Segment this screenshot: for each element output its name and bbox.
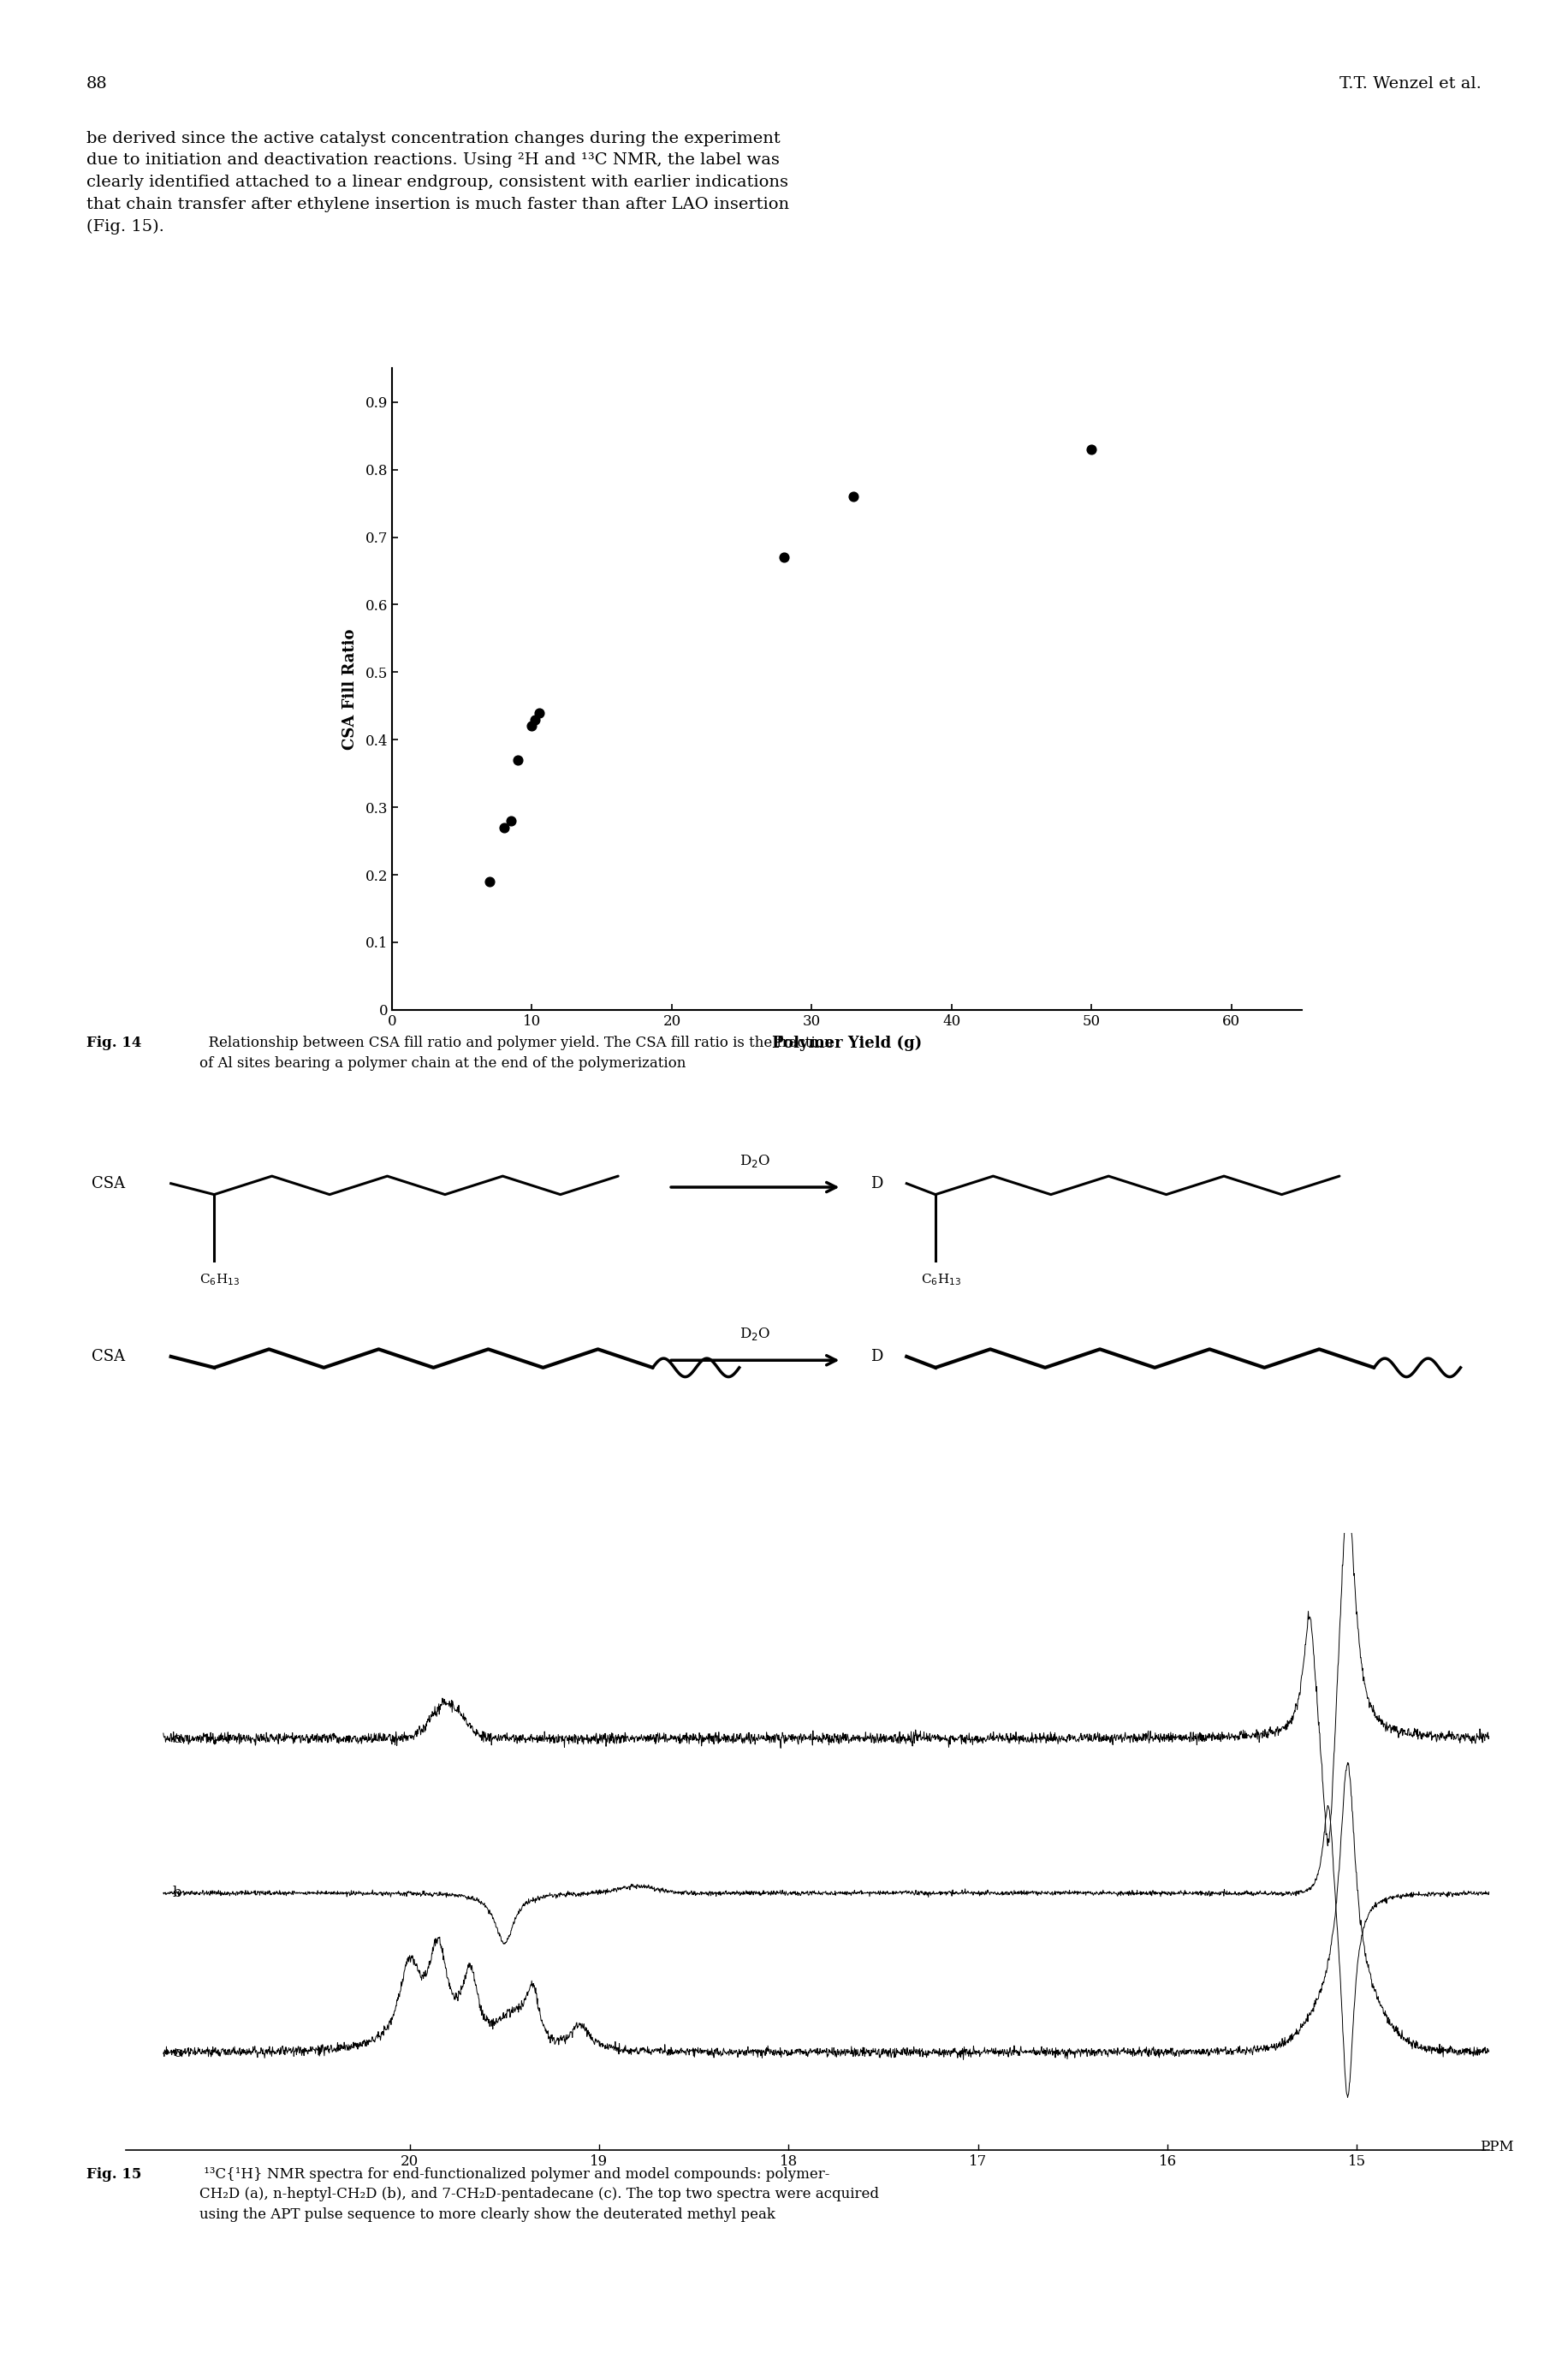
Point xyxy=(771,539,797,577)
Point xyxy=(519,708,544,746)
Text: PPM: PPM xyxy=(1480,2141,1515,2155)
Text: be derived since the active catalyst concentration changes during the experiment: be derived since the active catalyst con… xyxy=(86,131,789,235)
Point xyxy=(499,801,524,839)
X-axis label: Polymer Yield (g): Polymer Yield (g) xyxy=(771,1036,922,1050)
Text: c: c xyxy=(172,2046,180,2060)
Text: b: b xyxy=(172,1887,182,1901)
Text: 88: 88 xyxy=(86,76,108,90)
Text: Relationship between CSA fill ratio and polymer yield. The CSA fill ratio is the: Relationship between CSA fill ratio and … xyxy=(199,1036,833,1072)
Text: C$_6$H$_{13}$: C$_6$H$_{13}$ xyxy=(199,1271,240,1288)
Text: Fig. 15: Fig. 15 xyxy=(86,2167,141,2181)
Point xyxy=(840,478,866,516)
Text: D$_2$O: D$_2$O xyxy=(740,1152,770,1169)
Point xyxy=(1079,430,1104,468)
Y-axis label: CSA Fill Ratio: CSA Fill Ratio xyxy=(343,630,358,748)
Text: D: D xyxy=(870,1176,883,1190)
Text: D$_2$O: D$_2$O xyxy=(740,1326,770,1342)
Point xyxy=(527,694,552,732)
Text: C$_6$H$_{13}$: C$_6$H$_{13}$ xyxy=(920,1271,961,1288)
Text: D: D xyxy=(870,1350,883,1364)
Text: CSA: CSA xyxy=(91,1176,125,1190)
Text: Fig. 14: Fig. 14 xyxy=(86,1036,141,1050)
Text: a: a xyxy=(172,1732,182,1746)
Point xyxy=(522,701,547,739)
Text: CSA: CSA xyxy=(91,1350,125,1364)
Point xyxy=(505,741,530,779)
Text: ¹³C{¹H} NMR spectra for end-functionalized polymer and model compounds: polymer-: ¹³C{¹H} NMR spectra for end-functionaliz… xyxy=(199,2167,878,2222)
Point xyxy=(491,808,516,846)
Point xyxy=(477,862,502,901)
Text: T.T. Wenzel et al.: T.T. Wenzel et al. xyxy=(1339,76,1482,90)
